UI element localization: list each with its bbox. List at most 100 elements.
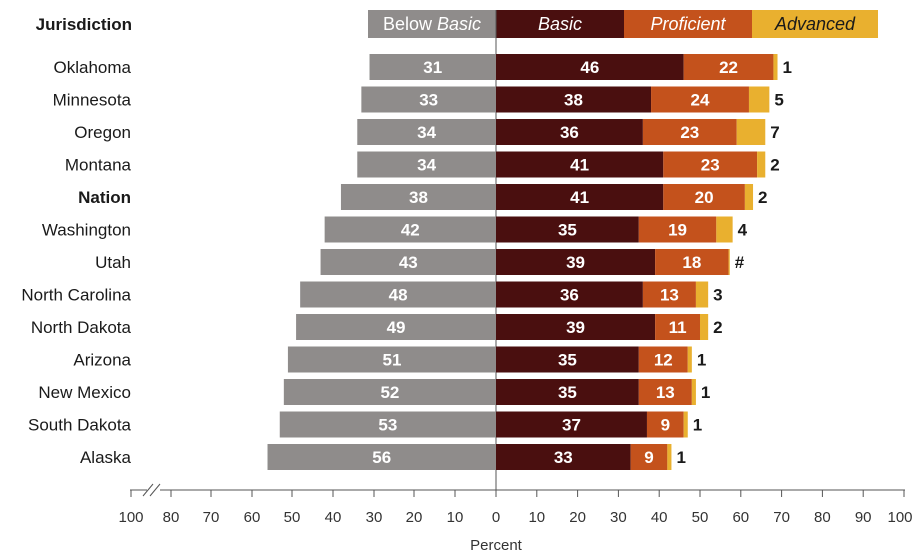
bar-proficient [630,444,668,470]
bar-proficient [683,54,774,80]
bar-advanced-label: 7 [770,123,779,142]
legend-proficient-swatch [624,10,752,38]
bar-below-basic [296,314,496,340]
bar-basic-label: 41 [570,156,589,175]
bar-proficient [638,346,688,373]
bar-advanced [700,314,709,340]
bar-below-basic [287,346,496,373]
x-tick-label: 60 [244,509,261,526]
x-tick-label: 90 [855,509,872,526]
bar-basic [496,314,656,340]
bar-below-basic [320,249,496,275]
bar-proficient-label: 23 [701,156,720,175]
bar-basic [496,151,664,178]
bar-advanced-label: 1 [701,383,710,402]
legend-basic-swatch [496,10,624,38]
bar-proficient [663,184,745,210]
legend-below-basic-swatch [368,10,496,38]
bar-advanced-label: 1 [693,416,702,435]
legend-below-basic-label: Below Basic [383,14,481,34]
bar-below-basic [279,411,496,438]
category-label: New Mexico [38,383,131,402]
bar-below-basic-label: 52 [380,383,399,402]
bar-basic [496,216,639,243]
bar-advanced [757,151,766,178]
bar-proficient [638,216,717,243]
bar-basic-label: 39 [566,253,585,272]
bar-basic [496,444,631,470]
bar-proficient [655,249,729,275]
bar-advanced-label: 1 [697,351,706,370]
x-tick-label: 0 [492,509,500,526]
bar-basic-label: 38 [564,91,583,110]
jurisdiction-header: Jurisdiction [36,15,132,34]
bar-below-basic [283,379,496,405]
category-label: Alaska [80,448,132,467]
category-label: North Carolina [21,286,131,305]
bar-proficient-label: 9 [661,416,670,435]
bar-proficient [642,119,737,145]
category-label: Minnesota [53,91,132,110]
bar-below-basic-label: 51 [382,351,401,370]
bar-advanced-label: 1 [676,448,685,467]
bar-basic [496,119,643,145]
x-tick-label: 60 [732,509,749,526]
x-tick-label: 40 [651,509,668,526]
x-tick-label: 100 [887,509,912,526]
axis-break-mark [149,483,161,497]
x-axis-label: Percent [470,537,523,554]
bar-proficient-label: 13 [660,286,679,305]
bar-below-basic-label: 43 [399,253,418,272]
bar-basic [496,249,656,275]
legend-advanced-label: Advanced [774,14,856,34]
bar-basic-label: 39 [566,318,585,337]
bar-below-basic [357,119,496,145]
bar-advanced-label: 5 [774,91,783,110]
bar-below-basic-label: 53 [378,416,397,435]
bar-below-basic-label: 34 [417,123,436,142]
legend-basic-label: Basic [538,14,582,34]
x-tick-label: 30 [366,509,383,526]
bar-basic-label: 36 [560,286,579,305]
x-axis: 100 80 70 60 50 40 30 20 10 0 10 20 30 40 50 60 70 80 90 10… [118,483,913,526]
bar-below-basic [361,86,496,113]
bar-advanced-label: 1 [783,58,792,77]
bar-below-basic-label: 33 [419,91,438,110]
x-tick-label: 80 [814,509,831,526]
x-tick-label: 20 [406,509,423,526]
bar-below-basic [357,151,496,178]
bar-advanced [691,379,696,405]
bar-proficient [655,314,700,340]
bar-proficient [651,86,749,113]
x-tick-label: 100 [118,509,143,526]
bar-proficient-label: 19 [668,221,687,240]
x-tick-label: 70 [773,509,790,526]
bar-basic-label: 35 [558,221,577,240]
bar-below-basic [369,54,496,80]
bar-below-basic [324,216,496,243]
bar-advanced [773,54,778,80]
bar-advanced [744,184,754,210]
bar-proficient-label: 22 [719,58,738,77]
bar-basic [496,281,643,308]
bar-basic-label: 41 [570,188,589,207]
bar-proficient-label: 18 [682,253,701,272]
bar-basic [496,411,647,438]
x-tick-label: 30 [610,509,627,526]
x-tick-label: 40 [325,509,342,526]
legend: Below Basic Basic Proficient Advanced [368,10,878,38]
bar-below-basic [340,184,496,210]
bar-basic [496,86,652,113]
bar-proficient-label: 24 [691,91,710,110]
bar-basic-label: 37 [562,416,581,435]
bar-basic [496,379,639,405]
axis-break-mark [142,483,154,497]
bar-proficient-label: 11 [669,318,687,337]
bar-below-basic [300,281,496,308]
bar-below-basic-label: 31 [423,58,442,77]
bar-proficient-label: 23 [680,123,699,142]
bar-basic-label: 46 [580,58,599,77]
bar-advanced [736,119,766,145]
